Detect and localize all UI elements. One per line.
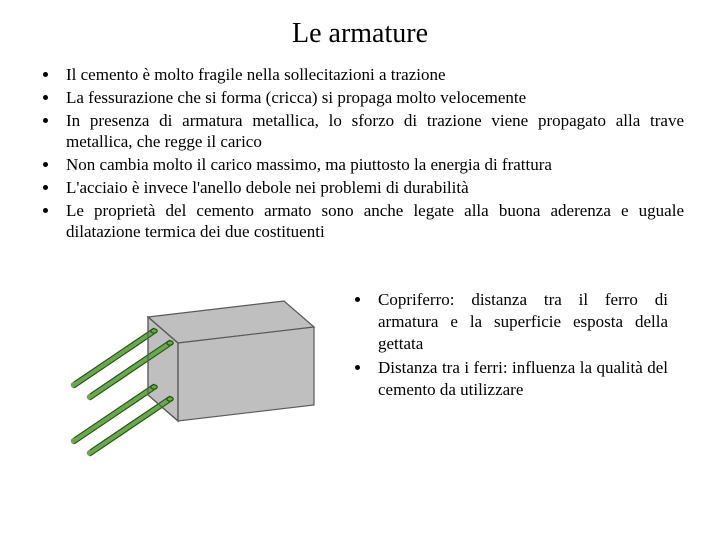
page-title: Le armature — [36, 18, 684, 50]
rebar-svg — [56, 279, 326, 479]
list-item: La fessurazione che si forma (cricca) si… — [60, 87, 684, 109]
slide: Le armature Il cemento è molto fragile n… — [0, 0, 720, 540]
list-item: In presenza di armatura metallica, lo sf… — [60, 110, 684, 154]
list-item: Non cambia molto il carico massimo, ma p… — [60, 154, 684, 176]
list-item: Le proprietà del cemento armato sono anc… — [60, 200, 684, 244]
list-item: Distanza tra i ferri: influenza la quali… — [372, 357, 668, 401]
sub-bullet-list: Copriferro: distanza tra il ferro di arm… — [350, 289, 684, 404]
lower-row: Copriferro: distanza tra il ferro di arm… — [36, 279, 684, 479]
list-item: Il cemento è molto fragile nella solleci… — [60, 64, 684, 86]
main-bullet-list: Il cemento è molto fragile nella solleci… — [36, 64, 684, 243]
concrete-block — [148, 301, 314, 421]
list-item: L'acciaio è invece l'anello debole nei p… — [60, 177, 684, 199]
list-item: Copriferro: distanza tra il ferro di arm… — [372, 289, 668, 354]
rebar-diagram — [56, 279, 326, 479]
